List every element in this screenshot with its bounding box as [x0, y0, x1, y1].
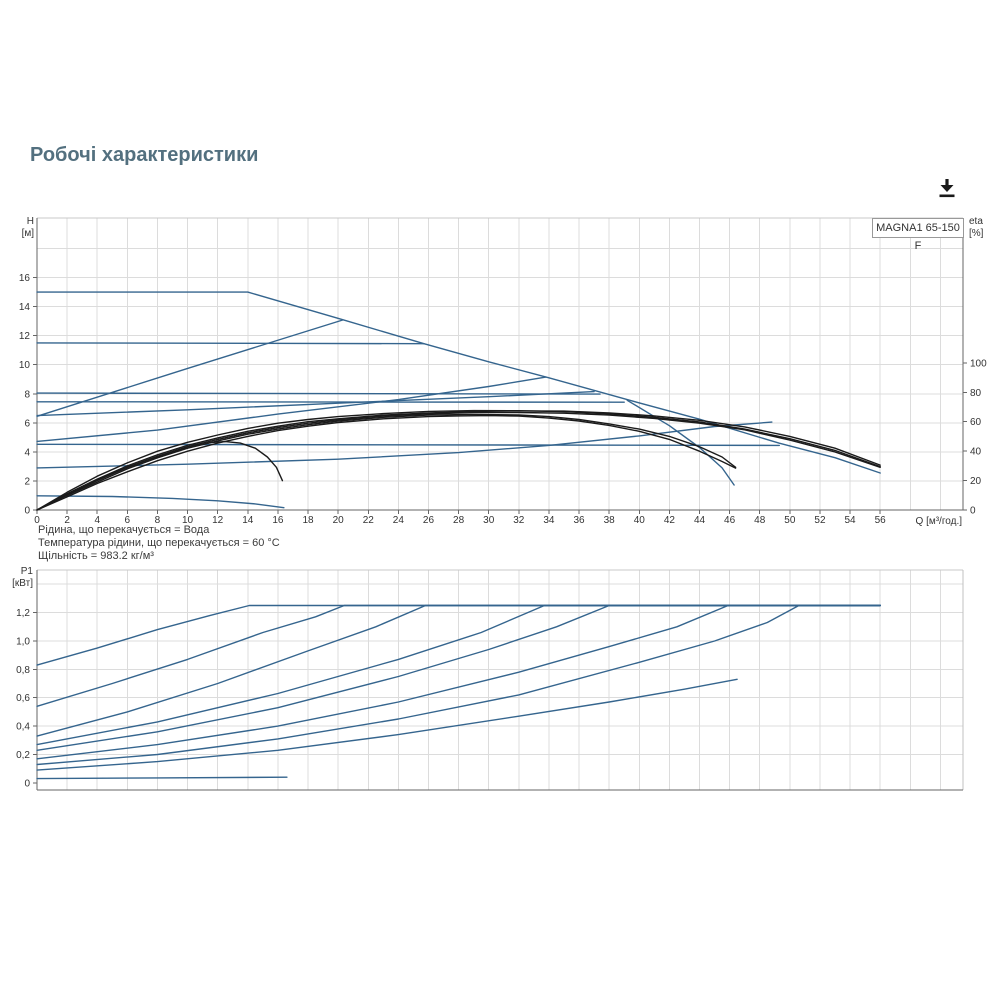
svg-text:0: 0: [24, 506, 30, 517]
svg-text:40: 40: [634, 515, 646, 526]
svg-text:14: 14: [19, 302, 31, 313]
p1-curve-3: [36, 604, 881, 737]
const-curve-11.5: [36, 342, 425, 345]
svg-text:52: 52: [814, 515, 826, 526]
download-button[interactable]: [933, 176, 961, 202]
p1-curve-4: [36, 604, 881, 746]
svg-text:54: 54: [845, 515, 857, 526]
svg-text:20: 20: [970, 476, 982, 487]
eta-curve-1: [36, 410, 881, 511]
svg-text:32: 32: [513, 515, 525, 526]
svg-text:100: 100: [970, 358, 987, 369]
svg-text:1,0: 1,0: [16, 636, 30, 647]
svg-text:22: 22: [363, 515, 375, 526]
const-curve-8: [36, 392, 601, 395]
max-curve-steep-tail: [626, 399, 735, 486]
svg-text:8: 8: [24, 389, 30, 400]
svg-text:44: 44: [694, 515, 706, 526]
p1-curve-8: [36, 678, 738, 771]
svg-text:12: 12: [212, 515, 224, 526]
svg-text:80: 80: [970, 388, 982, 399]
p1-curve-min: [36, 776, 288, 780]
max-speed-curve: [36, 291, 881, 474]
svg-text:0: 0: [970, 506, 976, 517]
fluid-info-line: Щільність = 983.2 кг/м³: [38, 550, 154, 562]
svg-text:60: 60: [970, 417, 982, 428]
svg-text:30: 30: [483, 515, 495, 526]
prop-pressure-line-c: [36, 421, 773, 469]
p1-curve-7: [36, 604, 881, 766]
svg-text:10: 10: [19, 360, 31, 371]
svg-text:H: H: [27, 216, 34, 227]
download-icon: [939, 179, 955, 198]
svg-text:16: 16: [272, 515, 284, 526]
svg-text:1,2: 1,2: [16, 608, 30, 619]
svg-text:8: 8: [155, 515, 161, 526]
svg-text:18: 18: [302, 515, 314, 526]
svg-text:6: 6: [125, 515, 131, 526]
svg-text:50: 50: [784, 515, 796, 526]
svg-text:24: 24: [393, 515, 405, 526]
svg-text:34: 34: [543, 515, 555, 526]
svg-text:0,8: 0,8: [16, 665, 30, 676]
svg-text:56: 56: [875, 515, 887, 526]
svg-text:Q [м³/год.]: Q [м³/год.]: [916, 516, 963, 527]
svg-text:42: 42: [664, 515, 676, 526]
svg-text:46: 46: [724, 515, 736, 526]
prop-pressure-line-a: [36, 319, 344, 417]
fluid-info: Рідина, що перекачується = Вода Температ…: [38, 524, 280, 563]
svg-text:16: 16: [19, 273, 31, 284]
svg-text:0,4: 0,4: [16, 722, 30, 733]
svg-text:4: 4: [24, 447, 30, 458]
svg-text:0,2: 0,2: [16, 750, 30, 761]
svg-text:40: 40: [970, 447, 982, 458]
svg-text:14: 14: [242, 515, 254, 526]
fluid-info-line: Температура рідини, що перекачується = 6…: [38, 537, 280, 549]
prop-pressure-line-b: [36, 376, 547, 443]
const-curve-4.5: [36, 443, 780, 447]
svg-text:36: 36: [573, 515, 585, 526]
svg-text:2: 2: [24, 476, 30, 487]
prop-pressure-line-d: [36, 390, 595, 417]
eta-curve-4: [36, 414, 737, 511]
fluid-info-line: Рідина, що перекачується = Вода: [38, 524, 210, 536]
eta-curve-2: [36, 413, 737, 511]
svg-text:38: 38: [604, 515, 616, 526]
svg-text:6: 6: [24, 418, 30, 429]
p1-curve-6: [36, 604, 881, 760]
svg-text:P1: P1: [21, 566, 34, 577]
p1-curve-5: [36, 604, 881, 751]
svg-text:0,6: 0,6: [16, 693, 30, 704]
page-title: Робочі характеристики: [30, 144, 259, 166]
svg-text:10: 10: [182, 515, 194, 526]
svg-text:eta: eta: [969, 216, 983, 227]
svg-text:12: 12: [19, 331, 31, 342]
eta-curve-3: [36, 409, 881, 511]
svg-text:[кВт]: [кВт]: [12, 578, 33, 589]
p1-chart: 0 0,2 0,4 0,6 0,8 1,0 1,2 P1[кВт]: [12, 566, 964, 791]
min-speed-curve: [36, 495, 285, 509]
svg-text:20: 20: [333, 515, 345, 526]
svg-text:[м]: [м]: [22, 228, 35, 239]
svg-text:26: 26: [423, 515, 435, 526]
svg-text:4: 4: [94, 515, 100, 526]
svg-text:[%]: [%]: [969, 228, 984, 239]
svg-text:28: 28: [453, 515, 465, 526]
pump-model-badge: MAGNA1 65-150 F: [872, 218, 964, 252]
eta-curve-short: [36, 440, 284, 511]
svg-text:2: 2: [64, 515, 70, 526]
svg-text:0: 0: [24, 778, 30, 789]
p1-curve-2: [36, 604, 881, 707]
svg-text:0: 0: [34, 515, 40, 526]
svg-text:48: 48: [754, 515, 766, 526]
